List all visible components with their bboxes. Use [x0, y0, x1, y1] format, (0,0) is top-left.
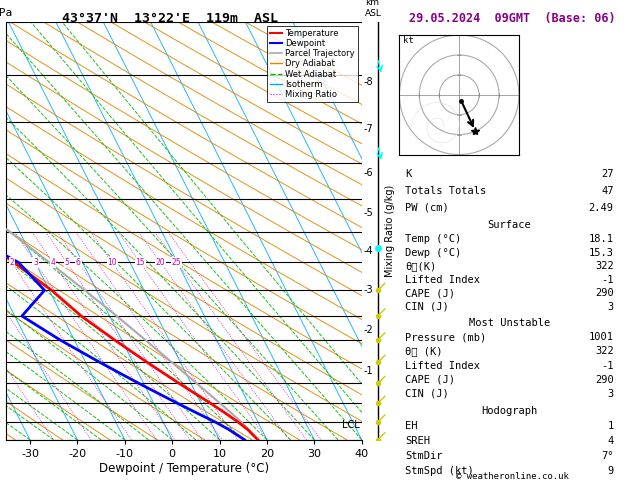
Text: 300: 300: [0, 17, 1, 27]
Text: 18.1: 18.1: [589, 234, 614, 244]
Text: LCL: LCL: [342, 419, 359, 430]
Text: Surface: Surface: [487, 221, 532, 230]
Text: -2: -2: [364, 325, 373, 335]
Text: 27: 27: [601, 169, 614, 179]
Text: Dewp (°C): Dewp (°C): [405, 247, 462, 258]
Text: -5: -5: [364, 208, 373, 218]
Text: 850: 850: [0, 379, 1, 388]
Text: StmSpd (kt): StmSpd (kt): [405, 466, 474, 476]
Text: 600: 600: [0, 258, 1, 267]
Text: 650: 650: [0, 285, 1, 295]
Text: 25: 25: [172, 258, 182, 267]
Text: CAPE (J): CAPE (J): [405, 288, 455, 298]
Text: Totals Totals: Totals Totals: [405, 186, 487, 196]
Text: 47: 47: [601, 186, 614, 196]
Text: © weatheronline.co.uk: © weatheronline.co.uk: [456, 472, 569, 481]
Text: Mixing Ratio (g/kg): Mixing Ratio (g/kg): [385, 185, 395, 277]
Text: EH: EH: [405, 421, 418, 431]
Text: 400: 400: [0, 117, 1, 127]
Text: -4: -4: [364, 246, 373, 256]
Text: K: K: [405, 169, 411, 179]
Text: -1: -1: [364, 366, 373, 376]
Text: θᴇ (K): θᴇ (K): [405, 347, 443, 356]
Text: StmDir: StmDir: [405, 451, 443, 461]
Text: -1: -1: [601, 361, 614, 370]
Text: kt: kt: [403, 36, 414, 45]
Text: θᴇ(K): θᴇ(K): [405, 261, 437, 271]
Text: 350: 350: [0, 70, 1, 80]
Text: -8: -8: [364, 77, 373, 87]
Text: CIN (J): CIN (J): [405, 389, 449, 399]
Text: 1000: 1000: [0, 435, 1, 445]
Text: Hodograph: Hodograph: [481, 406, 538, 416]
Text: Temp (°C): Temp (°C): [405, 234, 462, 244]
Text: 6: 6: [76, 258, 81, 267]
Text: 450: 450: [0, 157, 1, 168]
Text: 700: 700: [0, 311, 1, 321]
Text: 800: 800: [0, 357, 1, 367]
Text: Lifted Index: Lifted Index: [405, 275, 481, 285]
Text: 1001: 1001: [589, 332, 614, 342]
Text: 7°: 7°: [601, 451, 614, 461]
Text: 2: 2: [9, 258, 14, 267]
Text: -3: -3: [364, 285, 373, 295]
Text: 3: 3: [33, 258, 38, 267]
X-axis label: Dewpoint / Temperature (°C): Dewpoint / Temperature (°C): [99, 462, 269, 475]
Text: 4: 4: [608, 436, 614, 446]
Text: 3: 3: [608, 302, 614, 312]
Text: 1: 1: [608, 421, 614, 431]
Text: 20: 20: [156, 258, 165, 267]
Text: 322: 322: [595, 347, 614, 356]
Text: 950: 950: [0, 417, 1, 427]
Text: 4: 4: [50, 258, 55, 267]
Text: CIN (J): CIN (J): [405, 302, 449, 312]
Text: SREH: SREH: [405, 436, 430, 446]
Text: -7: -7: [364, 123, 373, 134]
Text: 750: 750: [0, 335, 1, 345]
Text: 550: 550: [0, 227, 1, 237]
Text: Most Unstable: Most Unstable: [469, 318, 550, 328]
Text: 15.3: 15.3: [589, 247, 614, 258]
Text: -1: -1: [601, 275, 614, 285]
Text: CAPE (J): CAPE (J): [405, 375, 455, 385]
Text: 900: 900: [0, 398, 1, 408]
Text: 2.49: 2.49: [589, 203, 614, 213]
Text: hPa: hPa: [0, 8, 13, 17]
Text: 15: 15: [135, 258, 145, 267]
Text: 43°37'N  13°22'E  119m  ASL: 43°37'N 13°22'E 119m ASL: [62, 12, 278, 25]
Text: 290: 290: [595, 375, 614, 385]
Text: 9: 9: [608, 466, 614, 476]
Text: 322: 322: [595, 261, 614, 271]
Text: 500: 500: [0, 194, 1, 204]
Text: Lifted Index: Lifted Index: [405, 361, 481, 370]
Text: 29.05.2024  09GMT  (Base: 06): 29.05.2024 09GMT (Base: 06): [409, 12, 616, 25]
Text: 290: 290: [595, 288, 614, 298]
Text: 10: 10: [108, 258, 117, 267]
Text: 5: 5: [64, 258, 69, 267]
Text: Pressure (mb): Pressure (mb): [405, 332, 487, 342]
Text: PW (cm): PW (cm): [405, 203, 449, 213]
Legend: Temperature, Dewpoint, Parcel Trajectory, Dry Adiabat, Wet Adiabat, Isotherm, Mi: Temperature, Dewpoint, Parcel Trajectory…: [267, 26, 357, 102]
Text: km
ASL: km ASL: [365, 0, 382, 17]
Text: -6: -6: [364, 168, 373, 177]
Text: 3: 3: [608, 389, 614, 399]
